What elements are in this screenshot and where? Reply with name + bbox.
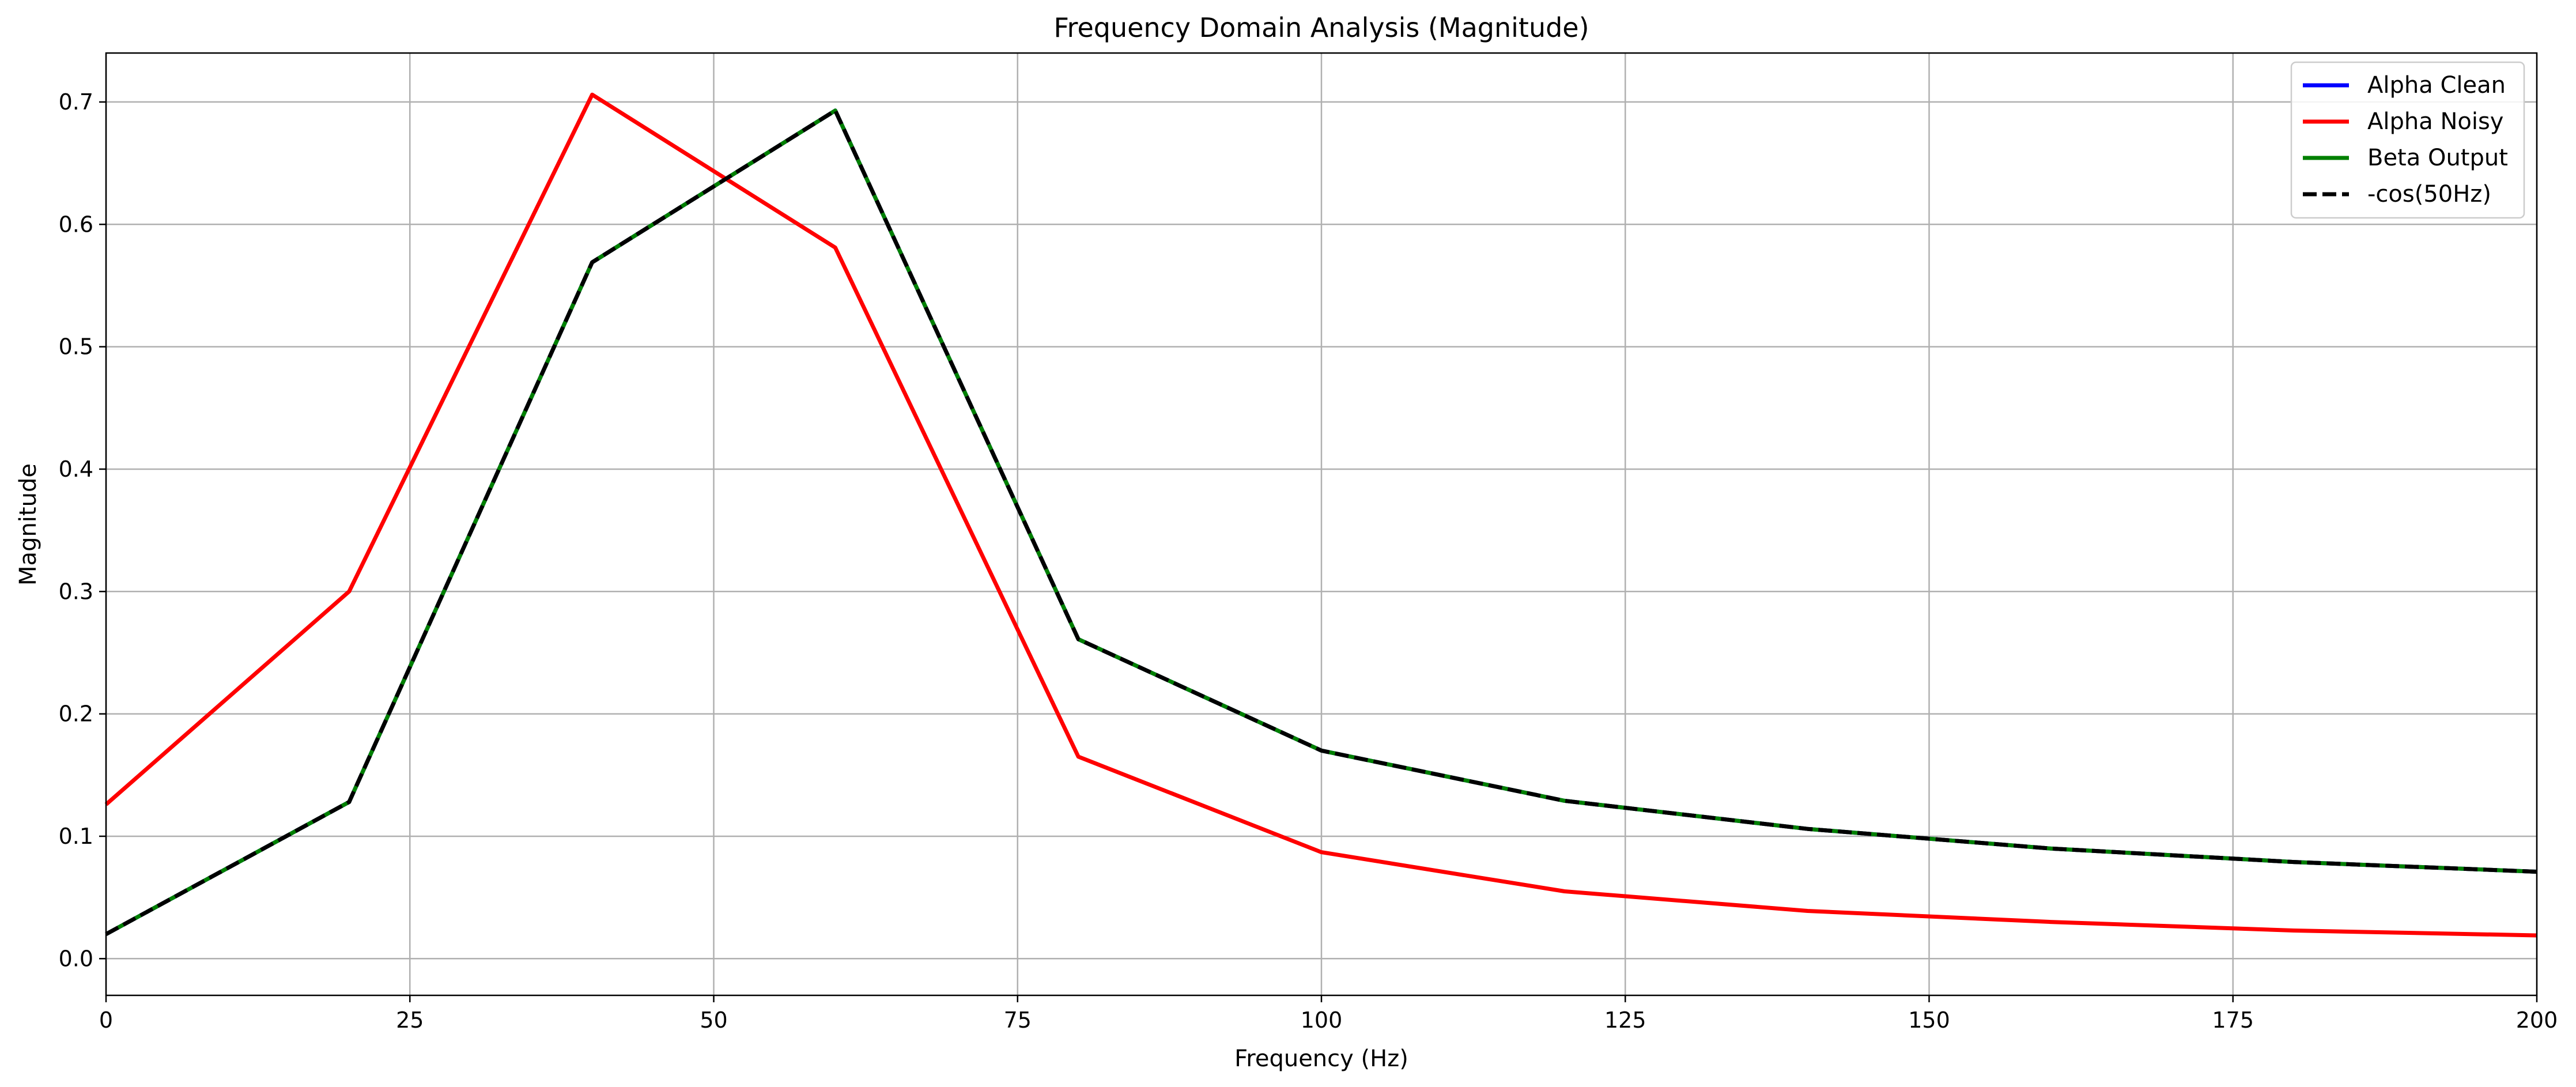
- y-tick-label: 0.2: [59, 701, 93, 727]
- x-tick-label: 200: [2516, 1007, 2558, 1033]
- x-axis-label: Frequency (Hz): [1234, 1046, 1408, 1072]
- y-tick-label: 0.6: [59, 212, 93, 237]
- series-line-2: [104, 92, 2537, 938]
- y-tick-label: 0.3: [59, 579, 93, 604]
- y-tick-label: 0.1: [59, 824, 93, 849]
- y-tick-label: 0.0: [59, 946, 93, 971]
- legend-label: Alpha Clean: [2367, 72, 2506, 99]
- x-tick-label: 50: [700, 1007, 727, 1033]
- y-tick-label: 0.7: [59, 89, 93, 115]
- legend: Alpha Clean Alpha Noisy Beta Output -cos(50…: [2290, 61, 2525, 219]
- series-lines: [104, 92, 2537, 938]
- legend-label: -cos(50Hz): [2367, 181, 2491, 207]
- x-tick-label: 175: [2212, 1007, 2254, 1033]
- x-tick-label: 125: [1604, 1007, 1646, 1033]
- x-tick-label: 150: [1908, 1007, 1950, 1033]
- axis-ticks: 0 25 50 75 100 125 150 175 200 0.0 0.1 0.2 0.3 0.4 0.5…: [59, 89, 2558, 1033]
- legend-box: [2290, 61, 2525, 219]
- y-tick-label: 0.4: [59, 456, 93, 482]
- y-tick-label: 0.5: [59, 334, 93, 360]
- y-axis-label: Magnitude: [15, 463, 41, 586]
- series-line-4: [105, 108, 2537, 936]
- x-tick-label: 100: [1301, 1007, 1343, 1033]
- x-tick-label: 25: [396, 1007, 424, 1033]
- legend-label: Beta Output: [2367, 145, 2508, 171]
- chart-title: Frequency Domain Analysis (Magnitude): [1053, 12, 1589, 43]
- legend-label: Alpha Noisy: [2367, 108, 2503, 135]
- x-tick-label: 0: [99, 1007, 113, 1033]
- grid: [105, 53, 2538, 995]
- x-tick-label: 75: [1004, 1007, 1032, 1033]
